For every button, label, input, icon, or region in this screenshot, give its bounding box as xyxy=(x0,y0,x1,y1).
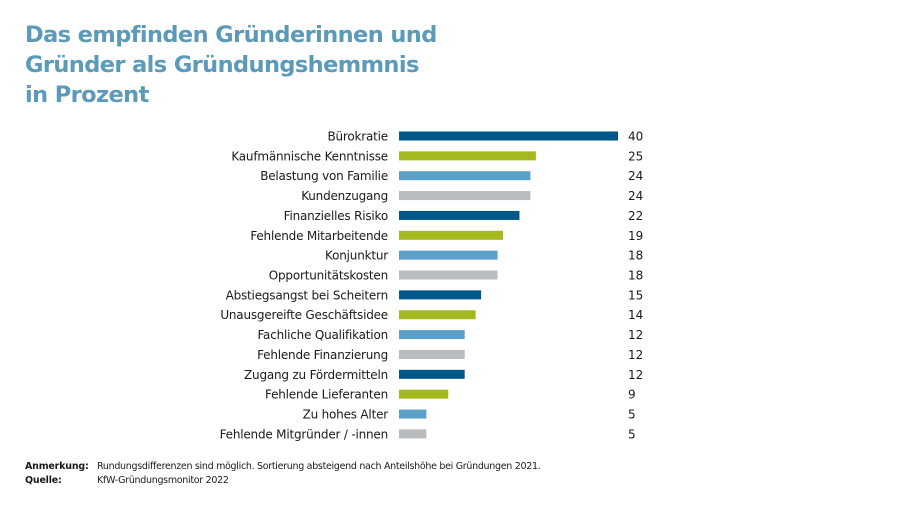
category-label: Zugang zu Fördermitteln xyxy=(244,368,388,382)
category-label: Unausgereifte Geschäftsidee xyxy=(220,308,388,322)
category-label: Opportunitätskosten xyxy=(269,269,388,283)
value-labels: 40 25 24 24 22 19 18 18 15 14 12 12 12 9 5 5 xyxy=(628,130,643,442)
note-row: Anmerkung: Rundungsdifferenzen sind mögl… xyxy=(25,460,541,474)
category-label: Fachliche Qualifikation xyxy=(257,328,388,342)
chart-title-line-3: in Prozent xyxy=(25,82,149,108)
category-label: Kundenzugang xyxy=(301,189,388,203)
value-label: 19 xyxy=(628,229,643,243)
category-label: Belastung von Familie xyxy=(260,169,388,183)
bar xyxy=(399,191,531,201)
category-label: Fehlende Mitgründer / -innen xyxy=(220,427,388,441)
bar xyxy=(399,270,498,280)
value-label: 9 xyxy=(628,388,636,402)
category-label: Fehlende Mitarbeitende xyxy=(250,229,388,243)
value-label: 24 xyxy=(628,169,643,183)
chart-title-line-2: Gründer als Gründungshemmnis xyxy=(25,52,419,78)
value-label: 5 xyxy=(628,427,636,441)
note-key: Anmerkung: xyxy=(25,461,89,472)
bar xyxy=(399,210,520,220)
source-key: Quelle: xyxy=(25,475,62,486)
bar xyxy=(399,429,427,439)
value-label: 5 xyxy=(628,408,636,422)
value-label: 40 xyxy=(628,130,643,144)
category-label: Konjunktur xyxy=(325,249,388,263)
category-label: Zu hohes Alter xyxy=(303,408,389,422)
category-label: Bürokratie xyxy=(327,130,388,144)
note-text: Rundungsdifferenzen sind möglich. Sortie… xyxy=(97,461,541,472)
bar xyxy=(399,151,536,161)
bar xyxy=(399,349,465,359)
bars xyxy=(399,131,618,439)
category-label: Abstiegsangst bei Scheitern xyxy=(226,288,388,302)
bar xyxy=(399,171,531,181)
chart-footer: Anmerkung: Rundungsdifferenzen sind mögl… xyxy=(25,460,541,488)
value-label: 24 xyxy=(628,189,643,203)
chart-title: Das empfinden Gründerinnen und Gründer a… xyxy=(25,20,437,110)
category-label: Finanzielles Risiko xyxy=(284,209,388,223)
category-label: Fehlende Finanzierung xyxy=(257,348,388,362)
value-label: 22 xyxy=(628,209,643,223)
value-label: 12 xyxy=(628,368,643,382)
bar xyxy=(399,389,449,399)
value-label: 12 xyxy=(628,328,643,342)
value-label: 18 xyxy=(628,269,643,283)
source-text: KfW-Gründungsmonitor 2022 xyxy=(97,475,229,486)
bar xyxy=(399,310,476,320)
category-label: Kaufmännische Kenntnisse xyxy=(231,149,388,163)
source-row: Quelle: KfW-Gründungsmonitor 2022 xyxy=(25,474,540,488)
bar xyxy=(399,250,498,260)
bar xyxy=(399,230,504,240)
value-label: 25 xyxy=(628,149,643,163)
bar xyxy=(399,409,427,419)
value-label: 15 xyxy=(628,288,643,302)
bar xyxy=(399,369,465,379)
category-labels: Bürokratie Kaufmännische Kenntnisse Belast… xyxy=(220,130,389,442)
value-label: 18 xyxy=(628,249,643,263)
value-label: 14 xyxy=(628,308,643,322)
bar xyxy=(399,131,618,141)
value-label: 12 xyxy=(628,348,643,362)
chart-title-line-1: Das empfinden Gründerinnen und xyxy=(25,22,437,48)
bar xyxy=(399,290,482,300)
category-label: Fehlende Lieferanten xyxy=(265,388,388,402)
bar xyxy=(399,330,465,340)
